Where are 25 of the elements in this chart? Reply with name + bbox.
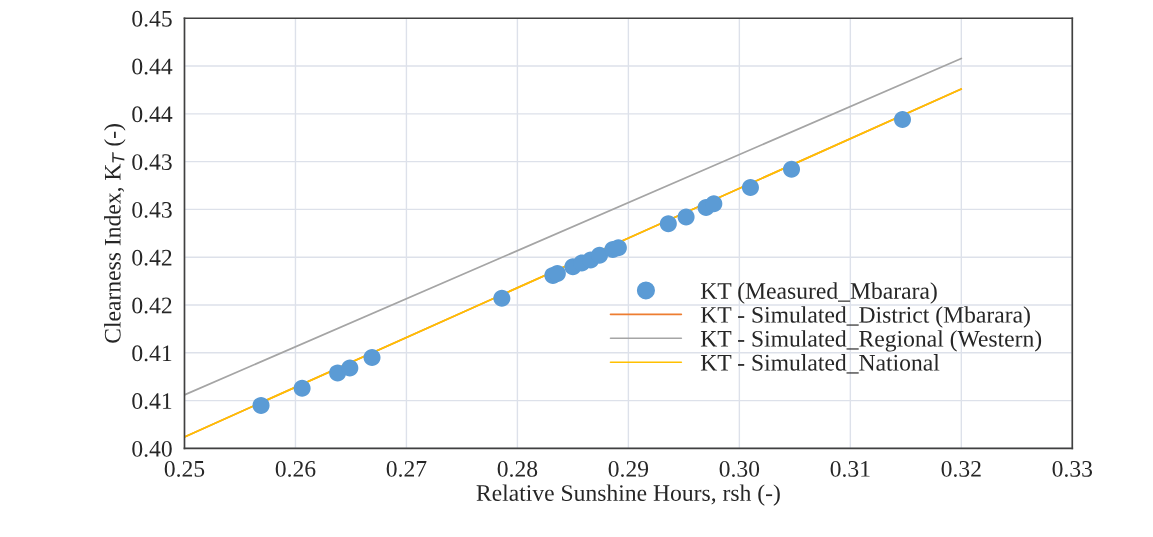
x-tick-label: 0.27 — [386, 460, 427, 477]
x-tick-label: 0.31 — [830, 460, 870, 477]
legend-label: KT - Simulated_District (Mbarara) — [700, 306, 1030, 328]
y-tick-label: 0.40 — [132, 440, 172, 457]
y-axis-title: Clearness Index, K$_{T}$ (-) — [104, 124, 126, 343]
legend-label: KT (Measured_Mbarara) — [700, 282, 937, 304]
y-tick-label: 0.45 — [132, 10, 172, 27]
y-tick-label: 0.42 — [132, 249, 172, 266]
x-tick-label: 0.32 — [941, 460, 981, 477]
x-tick-label: 0.29 — [608, 460, 649, 477]
x-tick-label: 0.30 — [719, 460, 760, 477]
x-axis-title: Relative Sunshine Hours, rsh (-) — [476, 484, 780, 506]
legend-label: KT - Simulated_Regional (Western) — [700, 330, 1042, 352]
x-tick-label: 0.25 — [164, 460, 205, 477]
y-tick-label: 0.43 — [132, 201, 172, 218]
y-tick-label: 0.41 — [132, 393, 172, 410]
x-tick-label: 0.33 — [1052, 460, 1093, 477]
y-tick-label: 0.44 — [132, 58, 173, 75]
y-tick-label: 0.43 — [132, 154, 172, 171]
y-tick-label: 0.42 — [132, 297, 172, 314]
legend-label: KT - Simulated_National — [700, 354, 940, 374]
y-tick-label: 0.41 — [132, 345, 172, 362]
x-tick-label: 0.28 — [497, 460, 538, 477]
y-tick-label: 0.44 — [132, 106, 173, 123]
x-tick-label: 0.26 — [275, 460, 316, 477]
